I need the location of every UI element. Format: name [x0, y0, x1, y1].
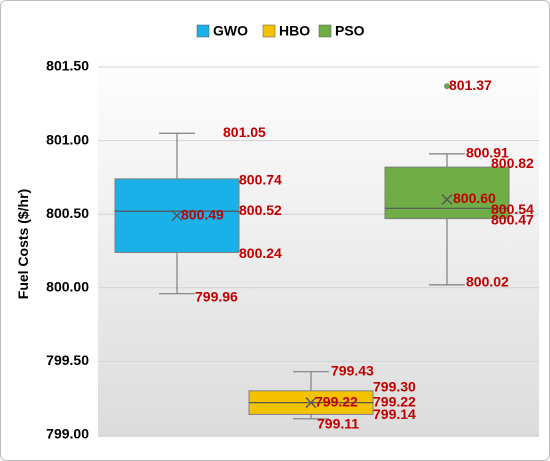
data-label: 801.05 [223, 124, 266, 140]
data-label: 800.82 [491, 155, 534, 171]
box-gwo [114, 132, 240, 295]
data-label: 801.37 [449, 77, 492, 93]
mean-marker [441, 193, 453, 205]
box-hbo [248, 371, 374, 420]
data-label: 800.47 [491, 211, 534, 227]
data-label: 800.24 [239, 245, 282, 261]
y-tick-label: 799.50 [46, 352, 89, 368]
box-pso [384, 83, 510, 286]
y-tick-label: 800.50 [46, 205, 89, 221]
mean-marker [171, 210, 183, 222]
data-label: 799.22 [315, 393, 358, 409]
legend-label: HBO [279, 23, 310, 39]
boxes: 801.05 800.74 800.52 800.49 800.24 799.96 799.… [114, 77, 534, 432]
data-label: 799.11 [317, 416, 359, 432]
data-label: 799.14 [373, 406, 416, 422]
data-label: 800.02 [466, 274, 509, 290]
outlier-point [444, 83, 450, 89]
legend-label: GWO [213, 23, 248, 39]
data-label: 800.91 [466, 145, 509, 161]
data-label: 800.52 [239, 202, 282, 218]
y-axis-label: Fuel Costs ($/hr) [15, 189, 31, 299]
y-tick-label: 801.50 [46, 58, 89, 74]
data-label: 799.22 [373, 393, 416, 409]
y-tick-label: 799.00 [46, 426, 89, 442]
box-iqr [384, 166, 510, 220]
legend-swatch [262, 24, 276, 38]
y-tick-label: 800.00 [46, 279, 89, 295]
data-label: 800.49 [181, 206, 224, 222]
legend-swatch [318, 24, 332, 38]
y-axis-ticks: 799.00 799.50 800.00 800.50 801.00 801.50 [46, 58, 89, 442]
data-labels: 801.05 800.74 800.52 800.49 800.24 799.96 799.… [181, 77, 534, 432]
data-label: 800.74 [239, 172, 282, 188]
data-label: 800.60 [453, 190, 496, 206]
data-label: 799.30 [373, 379, 416, 395]
legend: GWO HBO PSO [196, 23, 365, 39]
legend-swatch [196, 24, 210, 38]
legend-label: PSO [335, 23, 365, 39]
y-tick-label: 801.00 [46, 131, 89, 147]
mean-marker [305, 397, 317, 409]
data-label: 800.54 [491, 201, 534, 217]
data-label: 799.43 [331, 362, 374, 378]
data-label: 799.96 [195, 288, 238, 304]
